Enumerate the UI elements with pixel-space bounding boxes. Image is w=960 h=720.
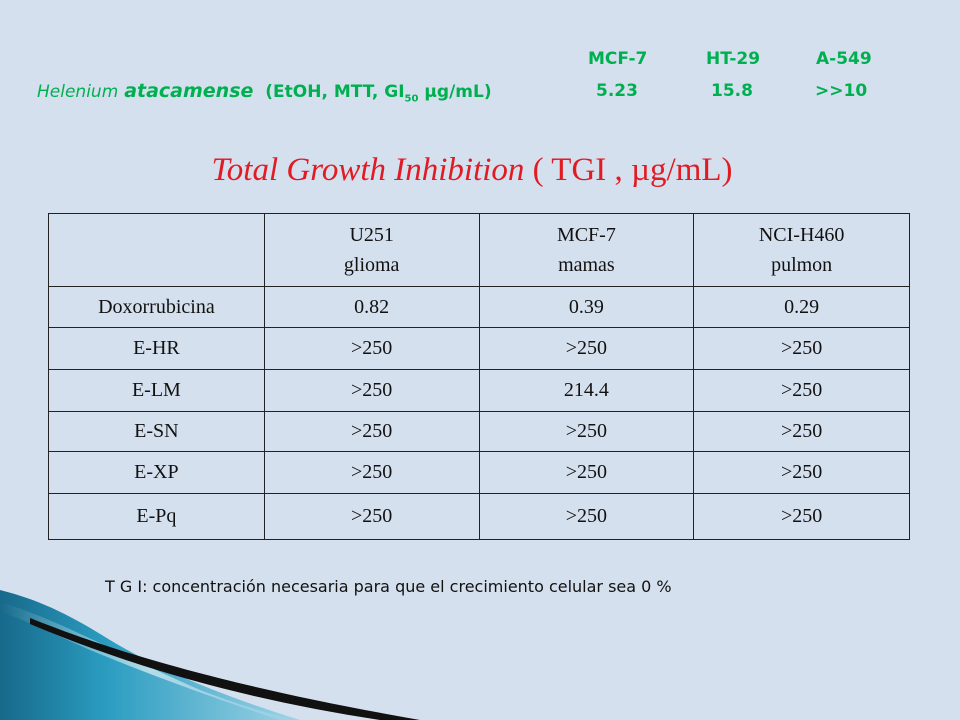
species-label: Helenium atacamense (EtOH, MTT, GI50 µg/… <box>37 80 492 104</box>
table-row: E-HR >250 >250 >250 <box>48 327 910 370</box>
header-cell-u251: U251 glioma <box>263 213 480 287</box>
table-cell: >250 <box>478 327 695 370</box>
table-cell: >250 <box>478 411 695 452</box>
gi50-value-a549: >>10 <box>815 81 868 101</box>
swoosh-teal-band <box>0 590 300 720</box>
table-cell: >250 <box>263 493 480 540</box>
row-label: E-Pq <box>48 493 265 540</box>
table-row: Doxorrubicina 0.82 0.39 0.29 <box>48 286 910 328</box>
table-cell: >250 <box>263 369 480 412</box>
species-epithet: atacamense <box>124 80 254 102</box>
table-cell: 0.82 <box>263 286 480 328</box>
cell-line-ht29: HT-29 <box>706 49 761 69</box>
table-row: E-Pq >250 >250 >250 <box>48 493 910 540</box>
row-label: E-XP <box>48 451 265 494</box>
gi50-header: MCF-7 HT-29 A-549 Helenium atacamense (E… <box>0 0 960 110</box>
row-label: E-HR <box>48 327 265 370</box>
title-rest: ( TGI , µg/mL) <box>532 152 733 188</box>
method-subscript: 50 <box>404 93 419 105</box>
footnote: T G I: concentración necesaria para que … <box>105 577 672 596</box>
tgi-table: U251 glioma MCF-7 mamas NCI-H460 pulmon … <box>48 213 910 540</box>
table-cell: >250 <box>263 411 480 452</box>
table-cell: 214.4 <box>478 369 695 412</box>
table-row: E-SN >250 >250 >250 <box>48 411 910 452</box>
table-cell: >250 <box>693 369 910 412</box>
row-label: Doxorrubicina <box>48 286 265 328</box>
table-cell: >250 <box>693 493 910 540</box>
table-cell: >250 <box>478 451 695 494</box>
table-cell: >250 <box>263 451 480 494</box>
table-cell: >250 <box>693 327 910 370</box>
decorative-swoosh <box>0 590 420 720</box>
table-cell: 0.39 <box>478 286 695 328</box>
table-row: E-XP >250 >250 >250 <box>48 451 910 494</box>
table-row: E-LM >250 214.4 >250 <box>48 369 910 412</box>
header-cell-mcf7: MCF-7 mamas <box>478 213 695 287</box>
table-cell: 0.29 <box>693 286 910 328</box>
method-text: (EtOH, MTT, GI50 µg/mL) <box>265 82 492 105</box>
table-cell: >250 <box>693 451 910 494</box>
swoosh-highlight <box>0 602 300 720</box>
table-cell: >250 <box>478 493 695 540</box>
row-label: E-LM <box>48 369 265 412</box>
cell-line-mcf7: MCF-7 <box>588 49 648 69</box>
header-cell-empty <box>48 213 265 287</box>
page-title: Total Growth Inhibition ( TGI , µg/mL) <box>0 152 944 189</box>
header-cell-nci-h460: NCI-H460 pulmon <box>693 213 910 287</box>
species-genus: Helenium <box>37 82 119 102</box>
table-cell: >250 <box>263 327 480 370</box>
row-label: E-SN <box>48 411 265 452</box>
gi50-value-ht29: 15.8 <box>711 81 753 101</box>
cell-line-a549: A-549 <box>816 49 872 69</box>
table-cell: >250 <box>693 411 910 452</box>
gi50-value-mcf7: 5.23 <box>596 81 638 101</box>
table-header-row: U251 glioma MCF-7 mamas NCI-H460 pulmon <box>48 213 910 287</box>
title-italic: Total Growth Inhibition <box>211 152 525 188</box>
